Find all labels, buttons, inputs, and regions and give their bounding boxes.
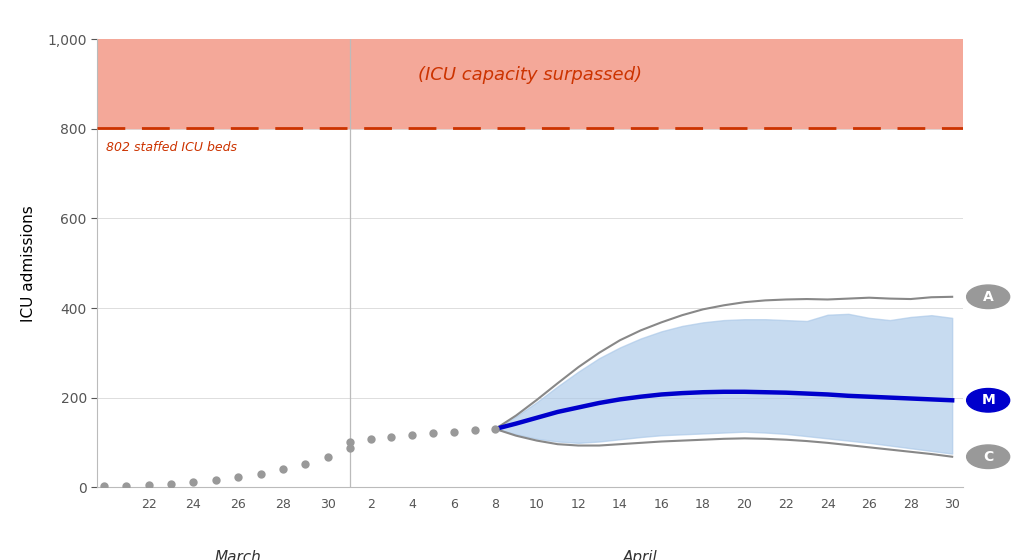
Text: M: M <box>981 393 995 407</box>
Text: C: C <box>983 450 993 464</box>
Text: April: April <box>624 550 658 560</box>
Y-axis label: ICU admissions: ICU admissions <box>22 205 36 321</box>
Text: 802 staffed ICU beds: 802 staffed ICU beds <box>105 141 237 155</box>
Bar <box>97 39 963 128</box>
Text: March: March <box>215 550 261 560</box>
Text: (ICU capacity surpassed): (ICU capacity surpassed) <box>418 66 642 84</box>
Text: A: A <box>983 290 993 304</box>
